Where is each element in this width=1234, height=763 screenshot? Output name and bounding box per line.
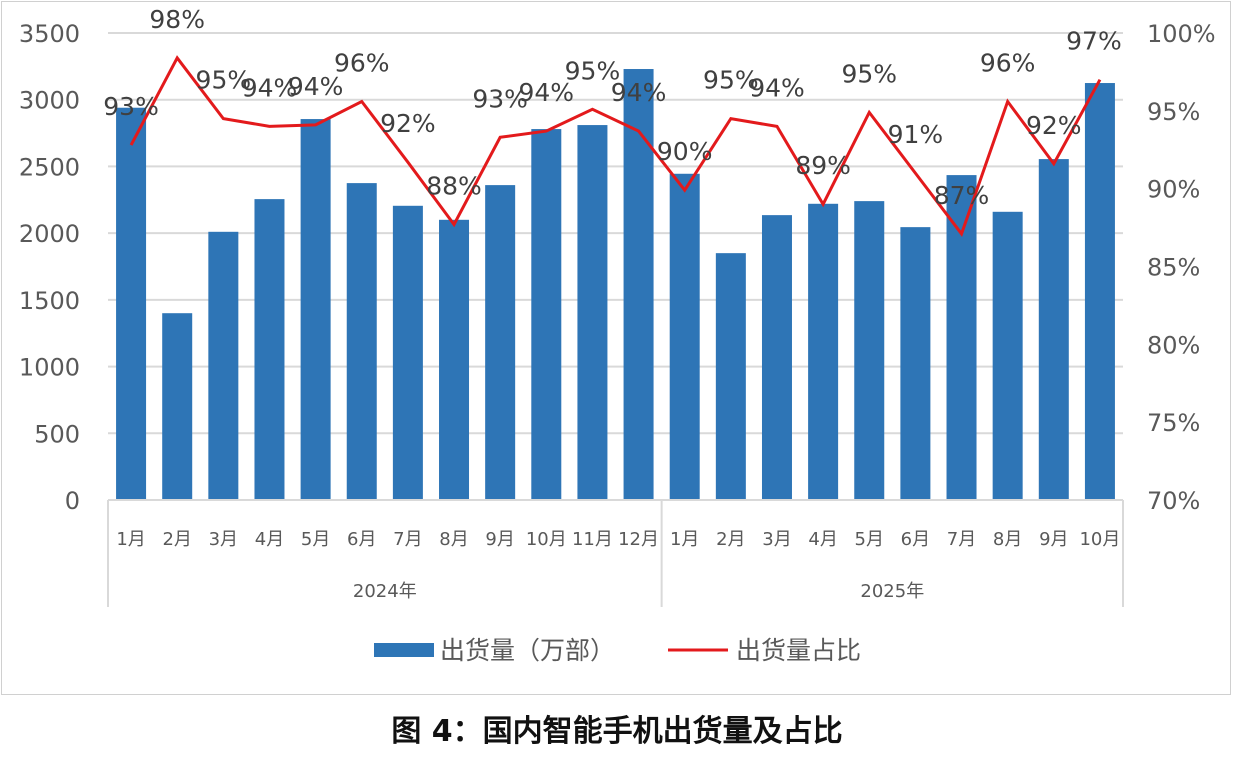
category-label: 5月 [855,529,884,550]
data-label: 95% [841,59,897,88]
data-label: 88% [426,171,482,200]
category-label: 8月 [439,529,468,550]
data-label: 94% [611,78,667,107]
bar [1084,83,1115,501]
category-label: 7月 [947,529,976,550]
category-label: 2月 [162,529,191,550]
data-label: 92% [380,109,436,138]
category-label: 6月 [901,529,930,550]
bar [162,313,193,500]
category-label: 7月 [393,529,422,550]
bar [577,125,608,501]
bar [992,211,1023,500]
bar [254,199,285,500]
category-label: 11月 [572,529,613,550]
category-label: 3月 [209,529,238,550]
data-label: 96% [980,48,1036,77]
data-label: 95% [565,56,621,85]
bar [1038,159,1069,500]
chart-frame [1,1,1231,695]
left-axis-tick: 3500 [19,20,80,48]
right-axis-tick: 70% [1147,487,1200,515]
category-label: 1月 [116,529,145,550]
bar [439,219,470,501]
bar [946,175,977,500]
bar [392,205,423,501]
right-axis-tick: 90% [1147,176,1200,204]
data-label: 89% [795,151,851,180]
category-label: 2月 [716,529,745,550]
bar [623,69,654,501]
data-label: 98% [149,5,205,34]
bar [715,253,746,500]
category-label: 6月 [347,529,376,550]
category-label: 10月 [1079,529,1120,550]
data-label: 94% [288,72,344,101]
bar [485,185,516,500]
combo-chart: 0 500 1000 1500 2000 2500 3000 3500 70% 75% 80% 85%… [19,5,1216,665]
data-label: 90% [657,137,713,166]
category-label: 5月 [301,529,330,550]
bar [346,183,377,500]
legend-bar-label: 出货量（万部） [440,636,615,665]
bar [208,231,239,500]
right-axis-tick: 85% [1147,254,1200,282]
bar [900,227,931,501]
left-axis-tick: 2500 [19,153,80,181]
left-axis-tick: 1000 [19,354,80,382]
category-label: 4月 [808,529,837,550]
group-label: 2025年 [860,581,924,602]
bar [531,129,562,500]
data-label: 87% [934,181,990,210]
data-label: 95% [196,66,252,95]
left-axis-tick: 500 [34,420,80,448]
category-label: 12月 [618,529,659,550]
right-axis-tick: 100% [1147,20,1216,48]
data-label: 93% [103,92,159,121]
figure-caption: 图 4：国内智能手机出货量及占比 [391,714,843,749]
category-label: 9月 [485,529,514,550]
category-label: 3月 [762,529,791,550]
bar [808,203,839,500]
bar [300,119,331,500]
left-axis-tick: 2000 [19,220,80,248]
data-label: 94% [749,73,805,102]
data-label: 94% [519,78,575,107]
left-axis-tick: 1500 [19,287,80,315]
data-label: 93% [472,84,528,113]
group-label: 2024年 [353,581,417,602]
right-axis-tick: 80% [1147,331,1200,359]
data-label: 92% [1026,111,1082,140]
bar [854,201,885,500]
right-axis-tick: 95% [1147,98,1200,126]
bar [669,173,700,500]
data-label: 97% [1066,27,1122,56]
right-axis-tick: 75% [1147,409,1200,437]
category-label: 8月 [993,529,1022,550]
category-label: 9月 [1039,529,1068,550]
category-label: 10月 [526,529,567,550]
share-line [129,55,1102,237]
bar [761,215,792,500]
data-label: 91% [888,120,944,149]
category-label: 1月 [670,529,699,550]
category-label: 4月 [255,529,284,550]
legend-bar-swatch [374,643,434,657]
data-label: 95% [703,66,759,95]
bar [116,107,147,500]
data-label: 94% [242,73,298,102]
left-axis-tick: 0 [65,487,80,515]
data-label: 96% [334,48,390,77]
legend-line-label: 出货量占比 [736,636,861,665]
left-axis-tick: 3000 [19,87,80,115]
